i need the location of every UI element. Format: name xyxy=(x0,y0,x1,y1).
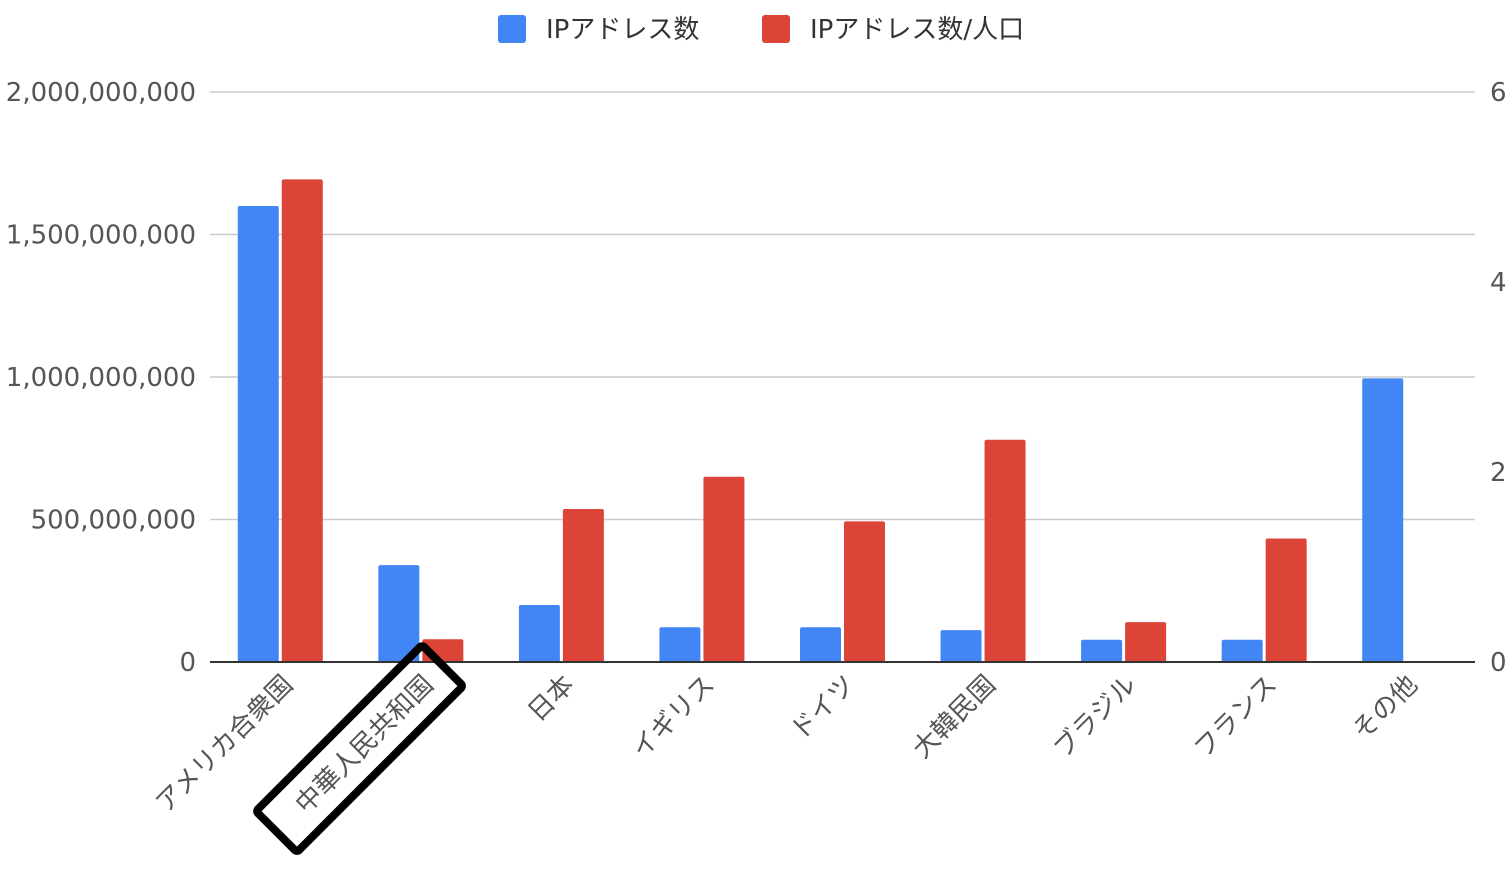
left-tick-label: 2,000,000,000 xyxy=(6,78,196,108)
bar-ip-count xyxy=(1362,378,1404,662)
category-label: フランス xyxy=(1189,670,1283,764)
bar-ip-per-capita xyxy=(844,521,885,662)
legend-swatch xyxy=(498,15,526,43)
category-label: ドイツ xyxy=(785,670,861,746)
category-label: その他 xyxy=(1347,670,1423,746)
right-tick-label: 2 xyxy=(1490,458,1507,488)
category-label: ブラジル xyxy=(1048,670,1142,764)
highlight-box xyxy=(253,642,466,855)
right-axis-ticks: 0 2 4 6 xyxy=(1490,78,1507,678)
bar-ip-per-capita xyxy=(984,439,1026,662)
gridlines xyxy=(210,91,1475,521)
category-label: 中華人民共和国 xyxy=(290,670,440,820)
legend: IPアドレス数 IPアドレス数/人口 xyxy=(498,15,1024,45)
left-tick-label: 1,500,000,000 xyxy=(6,221,196,251)
bar-ip-count xyxy=(237,206,279,662)
right-tick-label: 4 xyxy=(1490,268,1507,298)
right-tick-label: 0 xyxy=(1490,648,1507,678)
bar-ip-count xyxy=(518,605,560,662)
bar-ip-count xyxy=(800,627,841,662)
right-tick-label: 6 xyxy=(1490,78,1507,108)
bar-ip-per-capita xyxy=(562,509,604,662)
legend-label: IPアドレス数/人口 xyxy=(810,15,1024,45)
bar-ip-per-capita xyxy=(703,476,745,662)
bars xyxy=(237,179,1404,662)
left-tick-label: 0 xyxy=(179,648,196,678)
left-tick-label: 500,000,000 xyxy=(31,506,196,536)
bar-ip-count xyxy=(940,630,982,662)
highlight-outline xyxy=(253,642,466,855)
left-tick-label: 1,000,000,000 xyxy=(6,363,196,393)
left-axis-ticks: 0 500,000,000 1,000,000,000 1,500,000,000 2,… xyxy=(6,78,196,678)
bar-ip-count xyxy=(378,565,420,662)
category-label: 日本 xyxy=(522,670,580,728)
bar-ip-per-capita xyxy=(281,179,323,662)
bar-ip-per-capita xyxy=(1125,622,1167,662)
bar-ip-per-capita xyxy=(1265,538,1307,662)
category-label: イギリス xyxy=(626,670,721,765)
legend-swatch xyxy=(762,15,790,43)
bar-ip-count xyxy=(1081,639,1123,662)
category-label: アメリカ合衆国 xyxy=(150,670,299,819)
legend-label: IPアドレス数 xyxy=(546,15,699,45)
category-label: 大韓民国 xyxy=(907,670,1002,765)
bar-ip-count xyxy=(659,627,701,662)
bar-ip-count xyxy=(1221,639,1263,662)
